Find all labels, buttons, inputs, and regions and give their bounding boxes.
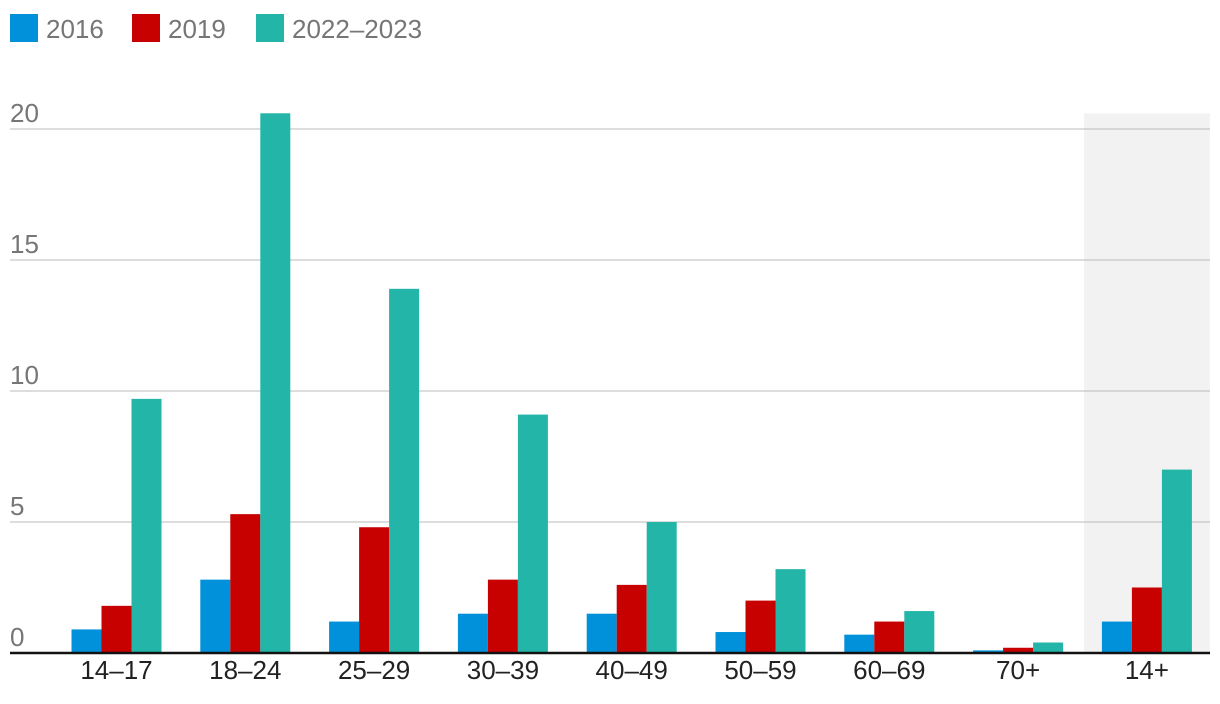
bar-2019-14+ xyxy=(1131,587,1162,653)
bar-2019-60–69 xyxy=(874,621,905,653)
bar-2022–2023-40–49 xyxy=(646,522,677,653)
legend-swatch-2022–2023 xyxy=(256,14,284,42)
x-tick-label: 14–17 xyxy=(80,655,152,685)
bar-2019-25–29 xyxy=(359,527,390,653)
x-tick-label: 50–59 xyxy=(724,655,796,685)
x-axis-tick-labels: 14–17 18–24 25–29 30–39 40–49 50–59 60–69 70+ 14… xyxy=(80,655,1169,685)
x-tick-label: 14+ xyxy=(1125,655,1169,685)
legend-swatch-2016 xyxy=(10,14,38,42)
bar-2022–2023-14+ xyxy=(1161,469,1192,653)
x-tick-label: 18–24 xyxy=(209,655,281,685)
bar-2016-40–49 xyxy=(586,613,617,653)
bar-2019-70+ xyxy=(1003,647,1034,653)
bar-2022–2023-25–29 xyxy=(389,288,420,653)
bar-2022–2023-18–24 xyxy=(260,113,291,653)
legend: 2016 2019 2022–2023 xyxy=(10,14,422,44)
bar-2019-18–24 xyxy=(230,514,261,653)
y-tick-label: 15 xyxy=(10,229,39,259)
bar-2016-70+ xyxy=(973,650,1004,653)
legend-label: 2022–2023 xyxy=(292,14,422,44)
bar-2022–2023-60–69 xyxy=(904,611,935,653)
y-tick-label: 10 xyxy=(10,360,39,390)
x-tick-label: 60–69 xyxy=(853,655,925,685)
bar-2016-60–69 xyxy=(844,634,875,653)
bar-2022–2023-70+ xyxy=(1033,642,1064,653)
bar-2019-40–49 xyxy=(616,584,647,653)
legend-label: 2019 xyxy=(168,14,226,44)
x-tick-label: 70+ xyxy=(996,655,1040,685)
x-tick-label: 40–49 xyxy=(596,655,668,685)
bar-2022–2023-30–39 xyxy=(517,414,548,653)
bar-2016-18–24 xyxy=(200,579,231,653)
bar-2016-14–17 xyxy=(71,629,102,653)
x-tick-label: 30–39 xyxy=(467,655,539,685)
bar-2016-25–29 xyxy=(329,621,360,653)
bar-2019-14–17 xyxy=(101,605,132,653)
y-tick-label: 5 xyxy=(10,491,24,521)
bar-2016-50–59 xyxy=(715,632,746,653)
bars xyxy=(71,113,1192,653)
y-tick-label: 20 xyxy=(10,98,39,128)
bar-2016-30–39 xyxy=(457,613,488,653)
bar-2019-30–39 xyxy=(487,579,518,653)
x-tick-label: 25–29 xyxy=(338,655,410,685)
y-tick-label: 0 xyxy=(10,622,24,652)
bar-2022–2023-14–17 xyxy=(131,398,162,653)
bar-2016-14+ xyxy=(1101,621,1132,653)
bar-2022–2023-50–59 xyxy=(775,569,806,653)
legend-swatch-2019 xyxy=(132,14,160,42)
y-axis-tick-labels: 0 5 10 15 20 xyxy=(10,98,39,652)
legend-label: 2016 xyxy=(46,14,104,44)
gridlines xyxy=(10,128,1210,523)
bar-2019-50–59 xyxy=(745,600,776,653)
